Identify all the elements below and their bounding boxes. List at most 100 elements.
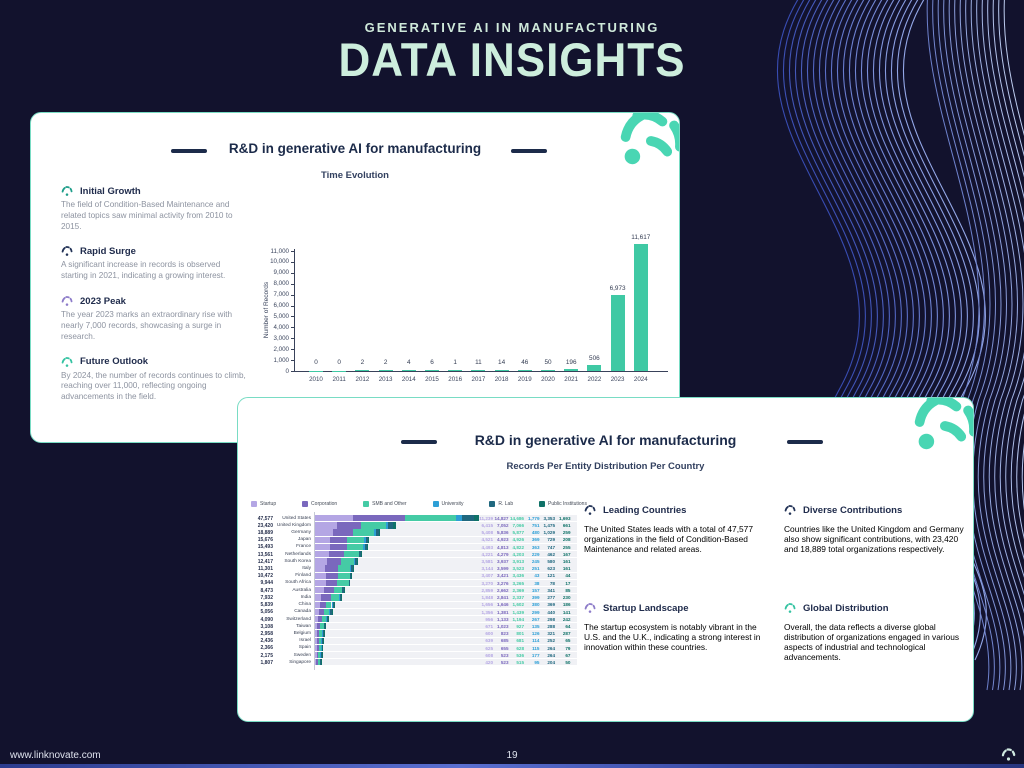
y-tick-label: 5,000 [273, 312, 289, 320]
bar-track [314, 587, 577, 594]
segment-value-label: 6,415 [481, 523, 494, 528]
country-total: 13,561 [257, 551, 273, 558]
segment-value-label: 126 [531, 631, 540, 637]
legend-item: Corporation [302, 501, 337, 507]
segment-value-label: 3,421 [497, 573, 509, 579]
legend-item: Startup [251, 501, 276, 507]
insight-heading: Global Distribution [803, 602, 889, 614]
title-dash-left [171, 149, 207, 153]
bar-segment [359, 551, 361, 558]
segment-value-label: 729 [547, 537, 555, 543]
card2-title: R&D in generative AI for manufacturing [474, 432, 737, 448]
insight-heading: Future Outlook [80, 356, 149, 368]
segment-value-label: 685 [500, 638, 509, 644]
segment-value-label: 608 [485, 652, 493, 658]
bar-segment [360, 551, 362, 558]
segment-value-label: 7,066 [512, 523, 525, 528]
bar-segment [314, 522, 337, 529]
x-tick-label: 2011 [332, 376, 346, 383]
bar-segment [326, 558, 341, 565]
country-row: 10,472 Finland 3,407 3,421 3,436 43 121 44 [251, 572, 591, 579]
segment-value-label: 67 [565, 652, 571, 658]
country-total: 4,090 [260, 616, 273, 623]
bar-segment [321, 644, 323, 652]
country-label: Australia [292, 587, 311, 593]
country-row: 1,807 Singapore 420 523 515 95 204 50 [251, 659, 591, 666]
segment-value-label: 135 [531, 623, 540, 629]
segment-value-label: 141 [562, 609, 571, 615]
card2-subtitle: Records Per Entity Distribution Per Coun… [506, 461, 705, 472]
bar [401, 370, 416, 371]
website-link[interactable]: www.linknovate.com [10, 750, 101, 761]
country-row: 2,366 Spain 625 655 628 115 264 79 [251, 644, 591, 652]
insight-text: By 2024, the number of records continues… [61, 370, 246, 402]
insight-heading: Diverse Contributions [803, 504, 903, 516]
y-tick-label: 0 [285, 367, 289, 375]
country-label: China [298, 602, 311, 608]
bar-segment [314, 623, 317, 630]
segment-value-label: 85 [565, 587, 571, 593]
bar-value-label: 1 [453, 359, 457, 366]
segment-value-label: 38 [534, 580, 540, 586]
bar-track [314, 637, 577, 644]
y-tick-mark [291, 305, 294, 307]
bar-segment [393, 522, 396, 529]
segment-value-label: 65 [565, 638, 571, 644]
segment-value-label: 3,913 [512, 559, 525, 565]
x-tick-label: 2020 [541, 376, 555, 383]
bar-segment [324, 623, 326, 630]
x-tick-label: 2013 [378, 376, 393, 383]
bar-segment [341, 594, 342, 601]
country-total: 2,175 [260, 652, 273, 659]
bar-segment [314, 601, 321, 608]
x-tick-label: 2017 [471, 376, 486, 383]
bar-segment [354, 558, 355, 565]
bar-segment [320, 594, 331, 601]
segment-value-label: 1,356 [481, 609, 494, 615]
segment-value-label: 1,133 [497, 616, 509, 622]
segment-value-label: 2,369 [512, 587, 525, 593]
segment-value-label: 321 [547, 631, 555, 637]
segment-value-label: 4,923 [497, 537, 509, 543]
bar-segment [314, 515, 354, 522]
bar-segment [327, 615, 329, 623]
bar-segment [324, 587, 334, 594]
bar-segment [340, 594, 342, 601]
bar-segment [320, 651, 322, 659]
country-row: 18,889 Germany 5,408 5,836 5,877 480 1,029 259 [251, 529, 591, 536]
segment-value-label: 2,337 [512, 595, 525, 601]
insight-future-outlook: Future Outlook By 2024, the number of re… [61, 356, 247, 403]
segment-value-label: 3,353 [543, 515, 556, 521]
bar-segment [326, 572, 339, 579]
bar-segment [350, 565, 351, 572]
segment-value-label: 4,279 [497, 551, 509, 557]
bar-segment [332, 601, 335, 608]
segment-value-label: 523 [500, 659, 509, 665]
bar [425, 370, 439, 371]
x-tick-label: 2016 [448, 376, 463, 383]
bar [610, 294, 625, 371]
bar-track [314, 644, 577, 652]
country-label: Sweden [293, 652, 311, 658]
segment-value-label: 1,656 [481, 602, 494, 608]
y-tick-mark [291, 371, 294, 372]
country-row: 23,420 United Kingdom 6,415 7,052 7,066 751 1,… [251, 522, 591, 529]
legend-swatch [302, 501, 309, 507]
y-tick-mark [291, 251, 294, 252]
segment-value-label: 3,599 [497, 566, 509, 572]
insight-text: The United States leads with a total of … [584, 524, 754, 555]
bar-value-label: 196 [565, 358, 577, 366]
bar-value-label: 2 [383, 359, 388, 366]
bar-segment [321, 615, 326, 623]
y-tick-label: 11,000 [270, 247, 289, 255]
bar-value-label: 0 [314, 359, 318, 366]
insight-heading: 2023 Peak [80, 295, 126, 307]
insight-text: Overall, the data reflects a diverse glo… [784, 622, 960, 663]
segment-value-label: 3,436 [512, 573, 525, 579]
bar-segment [333, 587, 342, 594]
segment-value-label: 161 [562, 559, 571, 565]
bar-track [314, 630, 577, 637]
x-tick-label: 2014 [401, 376, 416, 383]
bar-track [314, 572, 577, 579]
segment-value-label: 4,926 [512, 537, 525, 543]
